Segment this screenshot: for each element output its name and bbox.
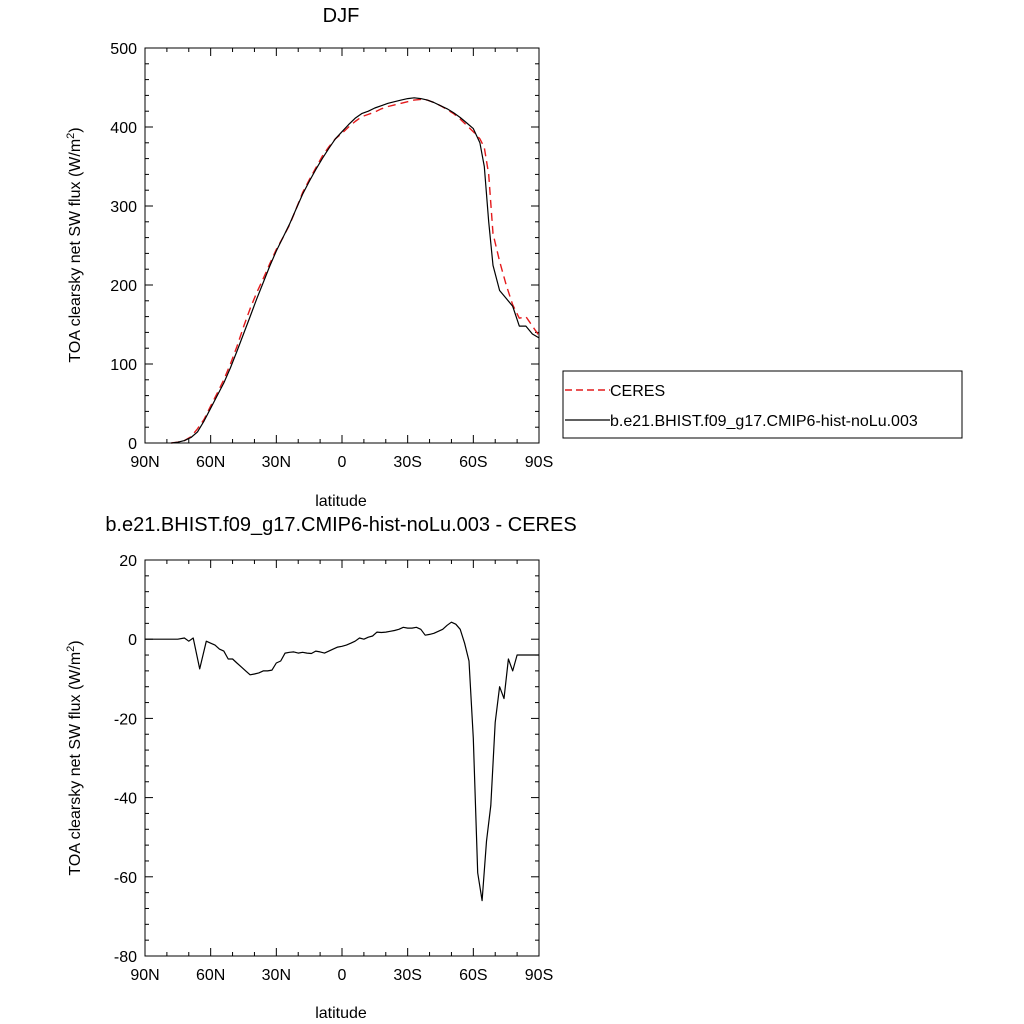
top-panel-frame bbox=[144, 47, 540, 444]
bottom-panel-series bbox=[145, 621, 539, 902]
top-y-tick-label: 0 bbox=[128, 436, 137, 453]
top-panel: DJF TOA clearsky net SW flux (W/m2) lati… bbox=[65, 5, 553, 510]
top-y-tick-label: 300 bbox=[110, 199, 137, 216]
bottom-panel-title: b.e21.BHIST.f09_g17.CMIP6-hist-noLu.003 … bbox=[105, 514, 576, 536]
top-x-tick-label: 0 bbox=[338, 454, 347, 471]
bottom-ylabel-sup: 2 bbox=[65, 646, 77, 652]
bottom-panel: b.e21.BHIST.f09_g17.CMIP6-hist-noLu.003 … bbox=[65, 514, 577, 1022]
top-x-tick-label: 30N bbox=[262, 454, 291, 471]
legend-box bbox=[562, 370, 963, 439]
bottom-y-tick-label: 20 bbox=[119, 553, 137, 570]
top-panel-y-axis-label: TOA clearsky net SW flux (W/m2) bbox=[65, 127, 84, 362]
bottom-y-tick-label: -80 bbox=[114, 949, 137, 966]
bottom-panel-ticks: 90N 60N 30N 0 30S 60S 90S -80 -60 -40 -20 0 20 bbox=[114, 553, 553, 984]
top-ylabel-sup: 2 bbox=[65, 133, 77, 139]
top-panel-series bbox=[171, 97, 540, 444]
top-x-tick-label: 90S bbox=[525, 454, 553, 471]
top-series-line-ceres bbox=[171, 98, 540, 444]
bottom-series-line-difference bbox=[145, 621, 539, 902]
bottom-panel-x-axis-label: latitude bbox=[315, 1005, 367, 1022]
top-x-tick-label: 60N bbox=[196, 454, 225, 471]
bottom-x-tick-label: 30N bbox=[262, 967, 291, 984]
top-x-tick-label: 30S bbox=[393, 454, 421, 471]
top-x-tick-label: 90N bbox=[130, 454, 159, 471]
top-ylabel-main: TOA clearsky net SW flux (W/m bbox=[67, 139, 84, 363]
bottom-y-tick-label: -40 bbox=[114, 791, 137, 808]
top-series-line-model bbox=[171, 97, 540, 444]
top-y-tick-label: 100 bbox=[110, 357, 137, 374]
bottom-x-tick-label: 90N bbox=[130, 967, 159, 984]
top-y-tick-label: 500 bbox=[110, 41, 137, 58]
bottom-y-tick-label: -60 bbox=[114, 870, 137, 887]
bottom-panel-frame bbox=[144, 559, 540, 957]
bottom-x-tick-label: 0 bbox=[338, 967, 347, 984]
top-ylabel-close: ) bbox=[67, 127, 84, 132]
legend: CERES b.e21.BHIST.f09_g17.CMIP6-hist-noL… bbox=[562, 370, 963, 439]
bottom-x-tick-label: 90S bbox=[525, 967, 553, 984]
bottom-x-tick-label: 30S bbox=[393, 967, 421, 984]
bottom-ylabel-main: TOA clearsky net SW flux (W/m bbox=[67, 652, 84, 876]
legend-model-label: b.e21.BHIST.f09_g17.CMIP6-hist-noLu.003 bbox=[610, 413, 918, 430]
bottom-ylabel-close: ) bbox=[67, 640, 84, 645]
top-panel-title: DJF bbox=[323, 5, 360, 27]
bottom-y-tick-label: -20 bbox=[114, 711, 137, 728]
top-x-tick-label: 60S bbox=[459, 454, 487, 471]
bottom-panel-y-axis-label: TOA clearsky net SW flux (W/m2) bbox=[65, 640, 84, 875]
bottom-y-tick-label: 0 bbox=[128, 632, 137, 649]
top-panel-ticks: 90N 60N 30N 0 30S 60S 90S 0 100 200 300 400 500 bbox=[110, 41, 553, 471]
bottom-x-tick-label: 60N bbox=[196, 967, 225, 984]
top-y-tick-label: 400 bbox=[110, 120, 137, 137]
legend-ceres-label: CERES bbox=[610, 383, 665, 400]
top-panel-x-axis-label: latitude bbox=[315, 493, 367, 510]
top-y-tick-label: 200 bbox=[110, 278, 137, 295]
bottom-x-tick-label: 60S bbox=[459, 967, 487, 984]
